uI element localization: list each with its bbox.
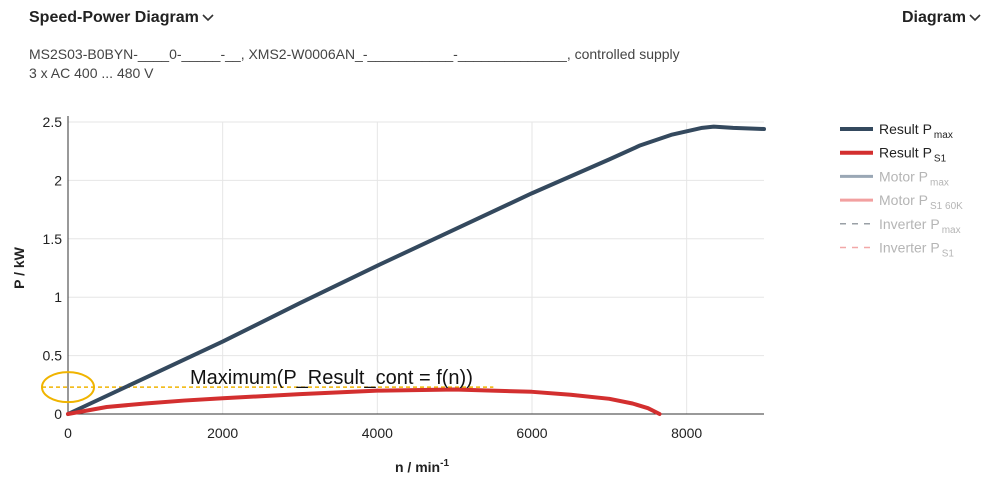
legend-label-subscript: max bbox=[930, 177, 949, 188]
y-tick-label: 0.5 bbox=[43, 348, 63, 364]
x-tick-label: 0 bbox=[64, 425, 72, 441]
y-tick-label: 1 bbox=[54, 289, 62, 305]
diagram-type-dropdown[interactable]: Speed-Power Diagram bbox=[29, 9, 214, 27]
x-axis-label: n / min-1 bbox=[395, 458, 449, 475]
y-tick-label: 0 bbox=[54, 406, 62, 422]
legend-label: Motor P S1 60K bbox=[879, 192, 963, 212]
legend-label: Inverter P S1 bbox=[879, 240, 954, 260]
diagram-title: Speed-Power Diagram bbox=[29, 9, 199, 26]
diagram-menu-label: Diagram bbox=[901, 9, 966, 26]
legend-label-subscript: S1 60K bbox=[930, 201, 963, 212]
chevron-down-icon bbox=[969, 14, 981, 22]
y-tick-label: 2 bbox=[54, 172, 62, 188]
legend-label: Result P S1 bbox=[879, 145, 947, 165]
diagram-menu-dropdown[interactable]: Diagram bbox=[902, 9, 981, 27]
legend-label-subscript: S1 bbox=[934, 154, 947, 165]
x-axis-label-superscript: -1 bbox=[440, 458, 449, 469]
x-tick-label: 8000 bbox=[671, 425, 702, 441]
x-tick-label: 4000 bbox=[362, 425, 393, 441]
y-axis-label: P / kW bbox=[11, 246, 27, 289]
chevron-down-icon bbox=[202, 14, 214, 22]
legend-result-ps1[interactable]: Result P S1 bbox=[840, 145, 947, 165]
legend-label-subscript: max bbox=[942, 225, 961, 236]
legend-label-subscript: S1 bbox=[942, 249, 955, 260]
configuration-line-1: MS2S03-B0BYN-____0-_____-__, XMS2-W0006A… bbox=[29, 46, 680, 62]
series-line-result-pmax bbox=[66, 124, 766, 416]
configuration-line-2: 3 x AC 400 ... 480 V bbox=[29, 65, 154, 81]
y-tick-label: 1.5 bbox=[43, 231, 63, 247]
x-tick-label: 6000 bbox=[516, 425, 547, 441]
x-tick-label: 2000 bbox=[207, 425, 238, 441]
series-line-result-ps1 bbox=[66, 387, 662, 416]
y-tick-label: 2.5 bbox=[43, 114, 63, 130]
configuration-description: MS2S03-B0BYN-____0-_____-__, XMS2-W0006A… bbox=[29, 45, 789, 83]
legend-inverter-ps1[interactable]: Inverter P S1 bbox=[840, 240, 954, 260]
legend-label-subscript: max bbox=[934, 130, 953, 141]
annotation-label: Maximum(P_Result_cont = f(n)) bbox=[190, 367, 473, 389]
legend-motor-ps1-60k[interactable]: Motor P S1 60K bbox=[840, 192, 963, 212]
annotation-highlight-ellipse bbox=[41, 371, 95, 404]
